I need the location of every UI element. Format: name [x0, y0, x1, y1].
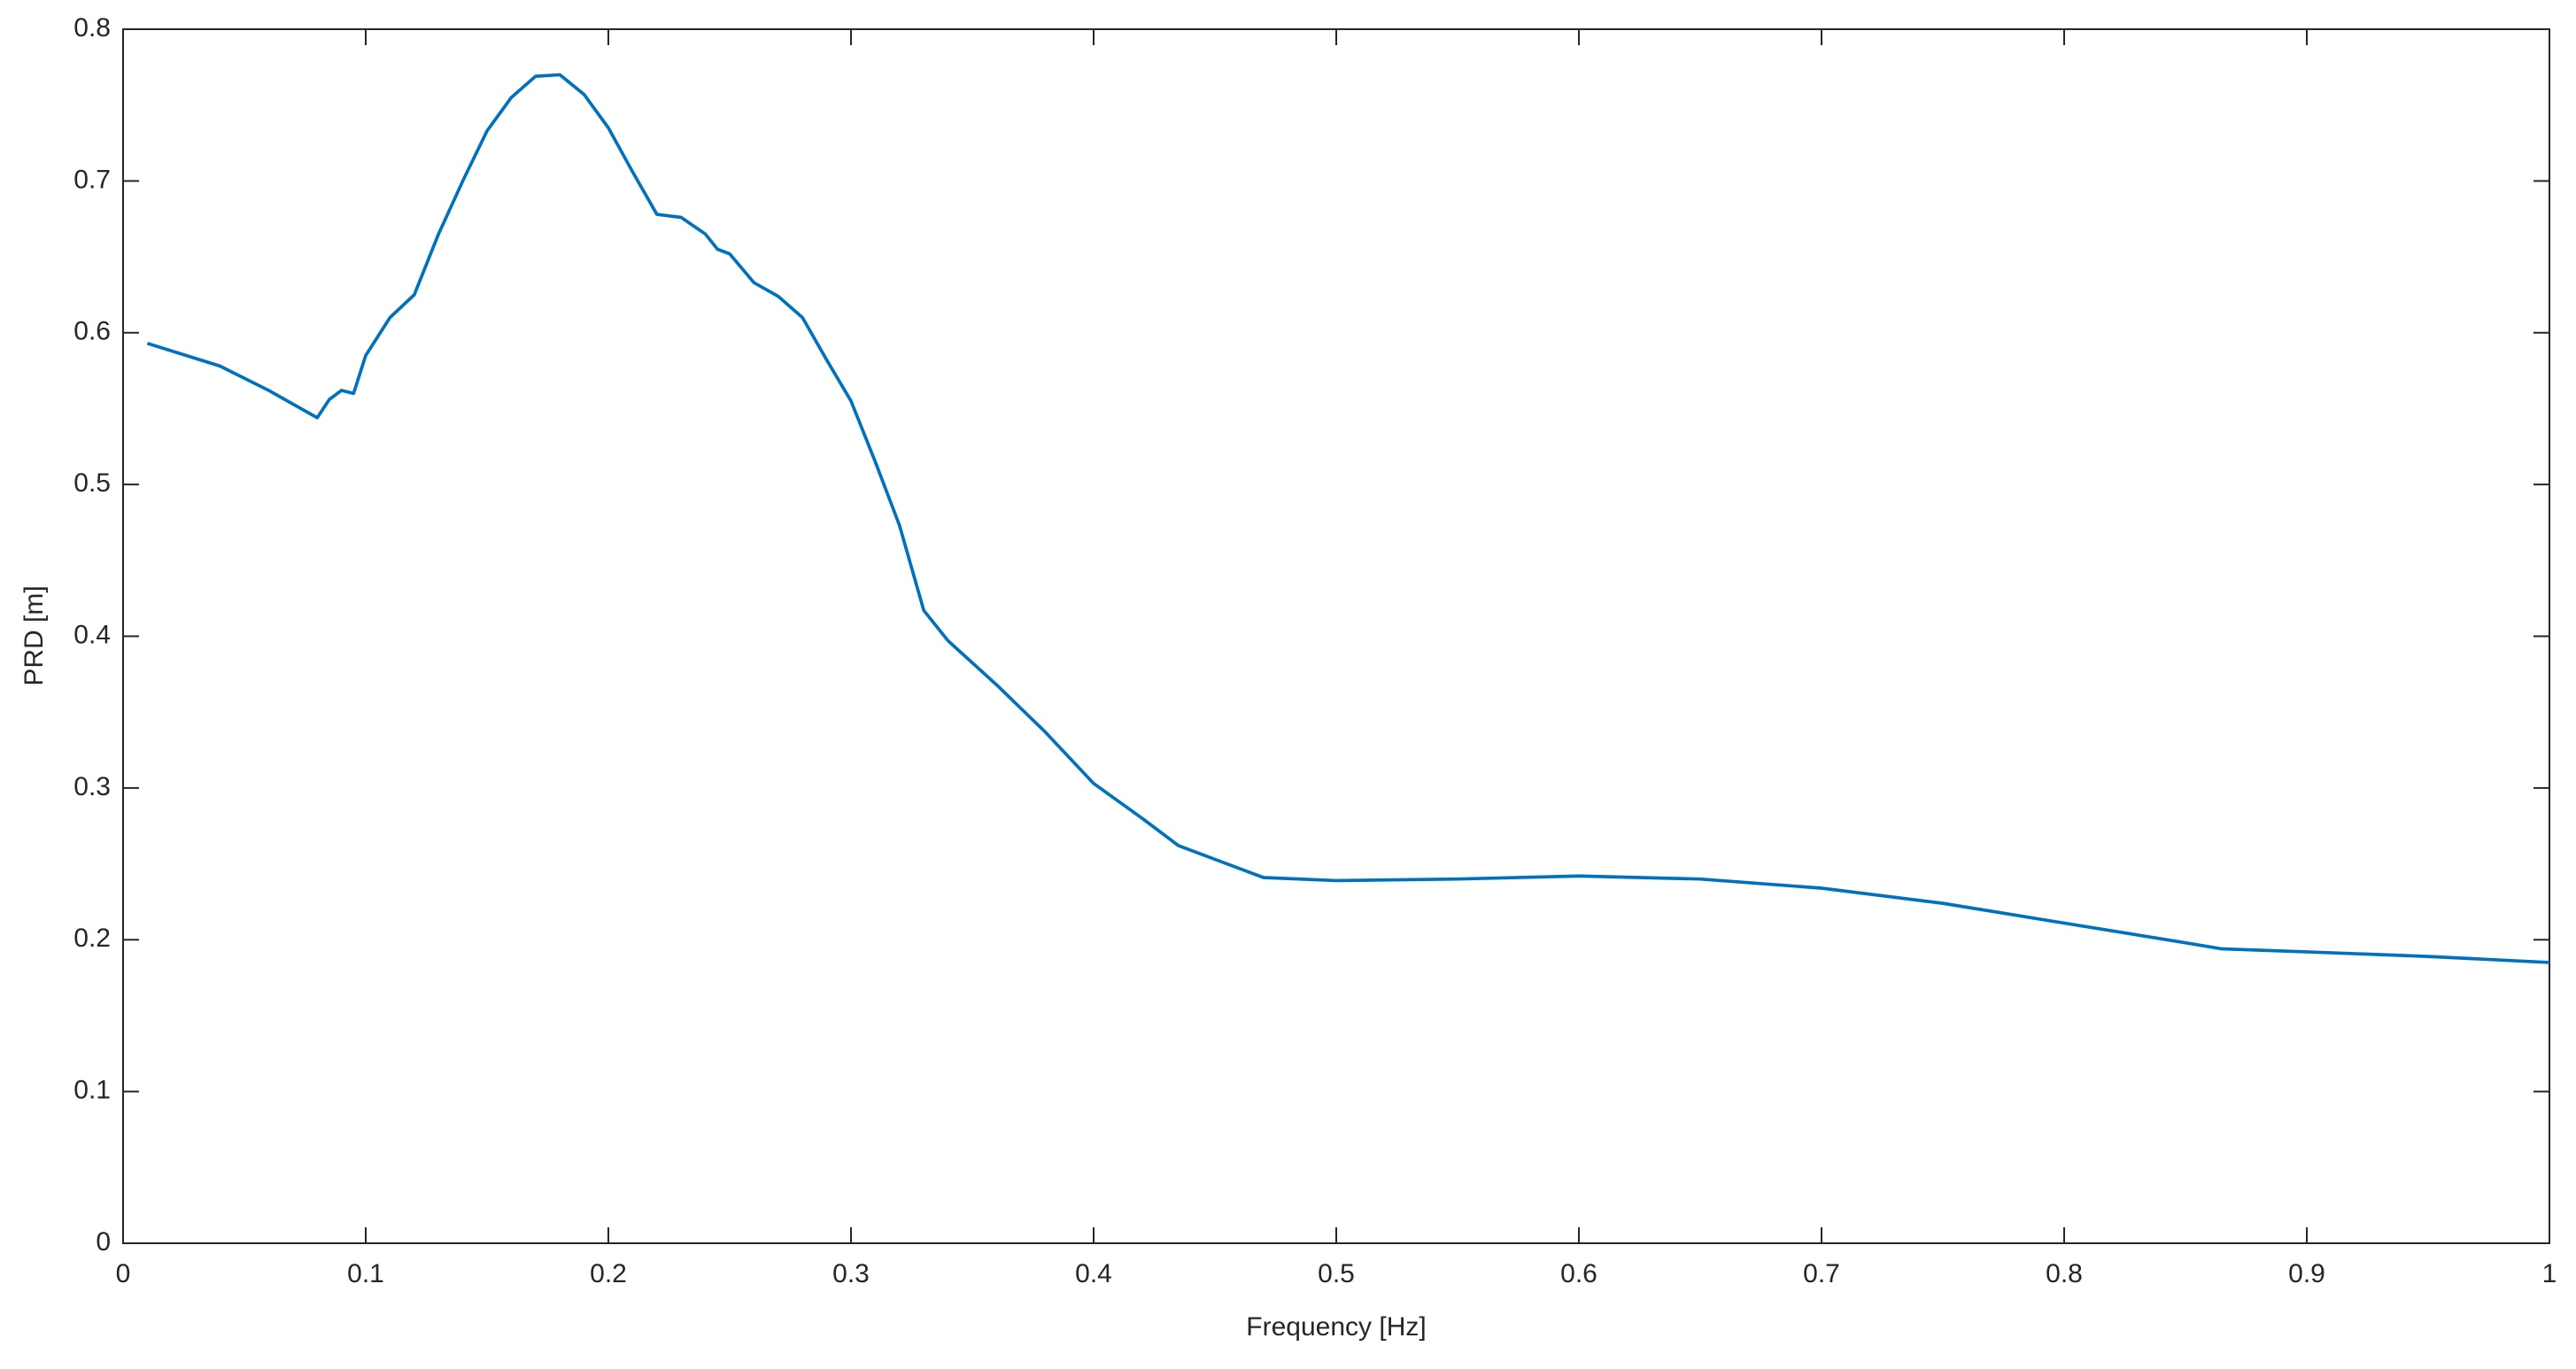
x-tick-label: 0.7	[1803, 1259, 1840, 1288]
x-tick-label: 0.2	[590, 1259, 627, 1288]
y-axis-label: PRD [m]	[19, 585, 49, 685]
x-tick-label: 0	[116, 1259, 131, 1288]
y-tick-label: 0.4	[73, 620, 111, 649]
x-tick-label: 0.5	[1318, 1259, 1355, 1288]
y-tick-label: 0.7	[73, 165, 111, 194]
x-tick-label: 0.1	[347, 1259, 384, 1288]
x-tick-label: 0.9	[2288, 1259, 2325, 1288]
y-tick-label: 0.5	[73, 468, 111, 498]
y-tick-label: 0.6	[73, 317, 111, 346]
y-tick-label: 0.1	[73, 1076, 111, 1105]
x-tick-label: 0.4	[1075, 1259, 1112, 1288]
x-axis-label: Frequency [Hz]	[1246, 1312, 1426, 1342]
axes-box	[122, 28, 2550, 1244]
y-tick-label: 0.2	[73, 924, 111, 953]
data-line	[146, 73, 2550, 964]
x-tick-label: 0.3	[832, 1259, 870, 1288]
y-tick-label: 0.8	[73, 13, 111, 43]
y-tick-label: 0.3	[73, 772, 111, 801]
y-tick-label: 0	[96, 1227, 111, 1257]
x-tick-label: 1	[2542, 1259, 2557, 1288]
x-tick-label: 0.6	[1560, 1259, 1597, 1288]
x-tick-label: 0.8	[2046, 1259, 2083, 1288]
